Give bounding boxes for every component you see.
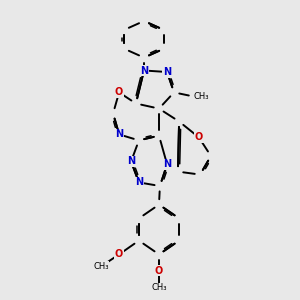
Text: O: O [115,87,123,98]
Text: N: N [163,159,171,170]
Text: CH₃: CH₃ [93,262,109,271]
Text: N: N [140,65,148,76]
Text: N: N [115,129,123,140]
Text: N: N [163,67,171,77]
Text: CH₃: CH₃ [151,284,167,292]
Text: O: O [155,266,163,276]
Text: O: O [115,249,123,260]
Text: O: O [195,132,203,142]
Text: CH₃: CH₃ [194,92,209,101]
Text: N: N [127,156,135,167]
Text: N: N [135,177,143,188]
